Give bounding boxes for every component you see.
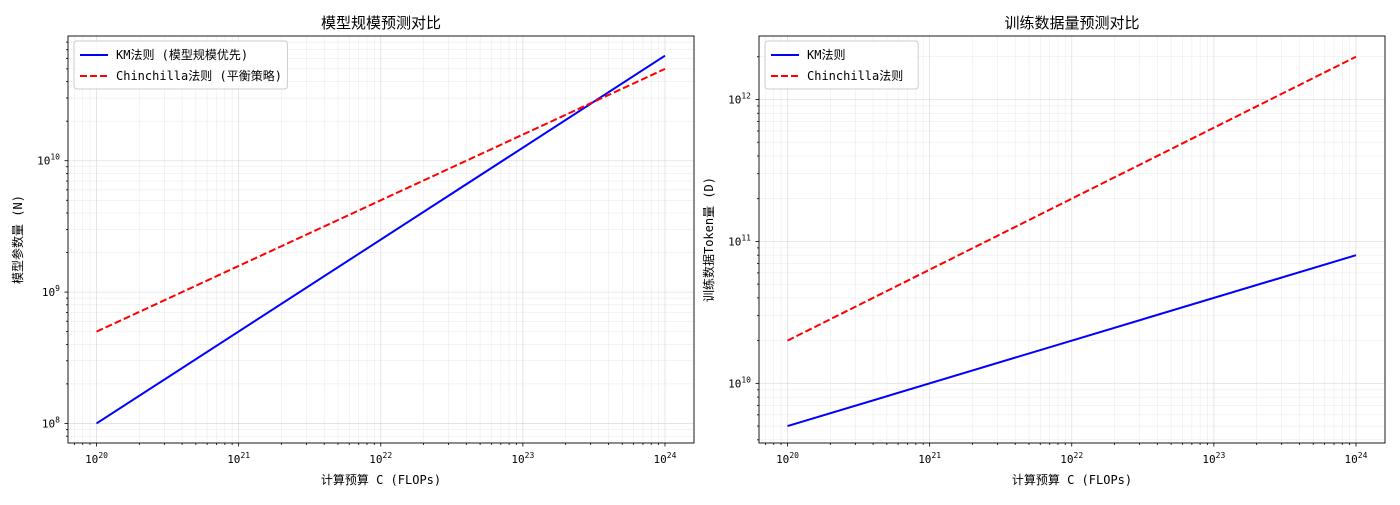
x-tick-label: 1021 (227, 451, 250, 466)
series-line-2 (787, 55, 1357, 342)
plot-frame (67, 35, 695, 444)
series-line-2 (96, 67, 666, 333)
legend-box (73, 40, 288, 90)
x-tick-label: 1023 (1202, 451, 1225, 466)
panel-1: 1020 1021 1022 1023 1024 108 109 1010 模型规模预测对比计算… (10, 14, 695, 487)
y-tick-label: 1010 (728, 375, 751, 390)
legend-label: Chinchilla法则 (807, 69, 903, 83)
legend-label: KM法则 (807, 48, 845, 62)
x-tick-label: 1022 (369, 451, 392, 466)
chart-title: 训练数据量预测对比 (1004, 14, 1139, 32)
x-axis-label: 计算预算 C (FLOPs) (1012, 472, 1132, 487)
x-tick-label: 1024 (654, 451, 677, 466)
legend-box (764, 40, 919, 90)
plot-frame (758, 35, 1386, 444)
y-tick-label: 1010 (37, 153, 60, 168)
chart-title: 模型规模预测对比 (321, 14, 441, 32)
series-line-1 (787, 254, 1357, 428)
x-tick-label: 1024 (1345, 451, 1368, 466)
legend: KM法则 (模型规模优先) Chinchilla法则 (平衡策略) (73, 40, 288, 90)
legend-label: Chinchilla法则 (平衡策略) (116, 68, 282, 83)
panel-2: 1020 1021 1022 1023 1024 1010 1011 1012 训练数据量预测对… (701, 14, 1386, 487)
grid (68, 36, 694, 443)
x-tick-label: 1022 (1060, 451, 1083, 466)
x-tick-label: 1020 (85, 451, 108, 466)
y-axis-label: 训练数据Token量 (D) (701, 177, 716, 302)
series-line-1 (95, 54, 666, 425)
legend: KM法则 Chinchilla法则 (764, 40, 919, 90)
x-tick-label: 1020 (776, 451, 799, 466)
legend-label: KM法则 (模型规模优先) (116, 47, 248, 62)
y-tick-label: 1012 (728, 91, 751, 106)
x-axis-label: 计算预算 C (FLOPs) (321, 472, 441, 487)
y-axis-label: 模型参数量 (N) (10, 195, 25, 284)
y-tick-label: 108 (42, 415, 60, 430)
x-tick-label: 1021 (918, 451, 941, 466)
y-tick-label: 1011 (728, 233, 751, 248)
grid (759, 36, 1385, 443)
y-tick-label: 109 (42, 284, 60, 299)
x-tick-label: 1023 (511, 451, 534, 466)
